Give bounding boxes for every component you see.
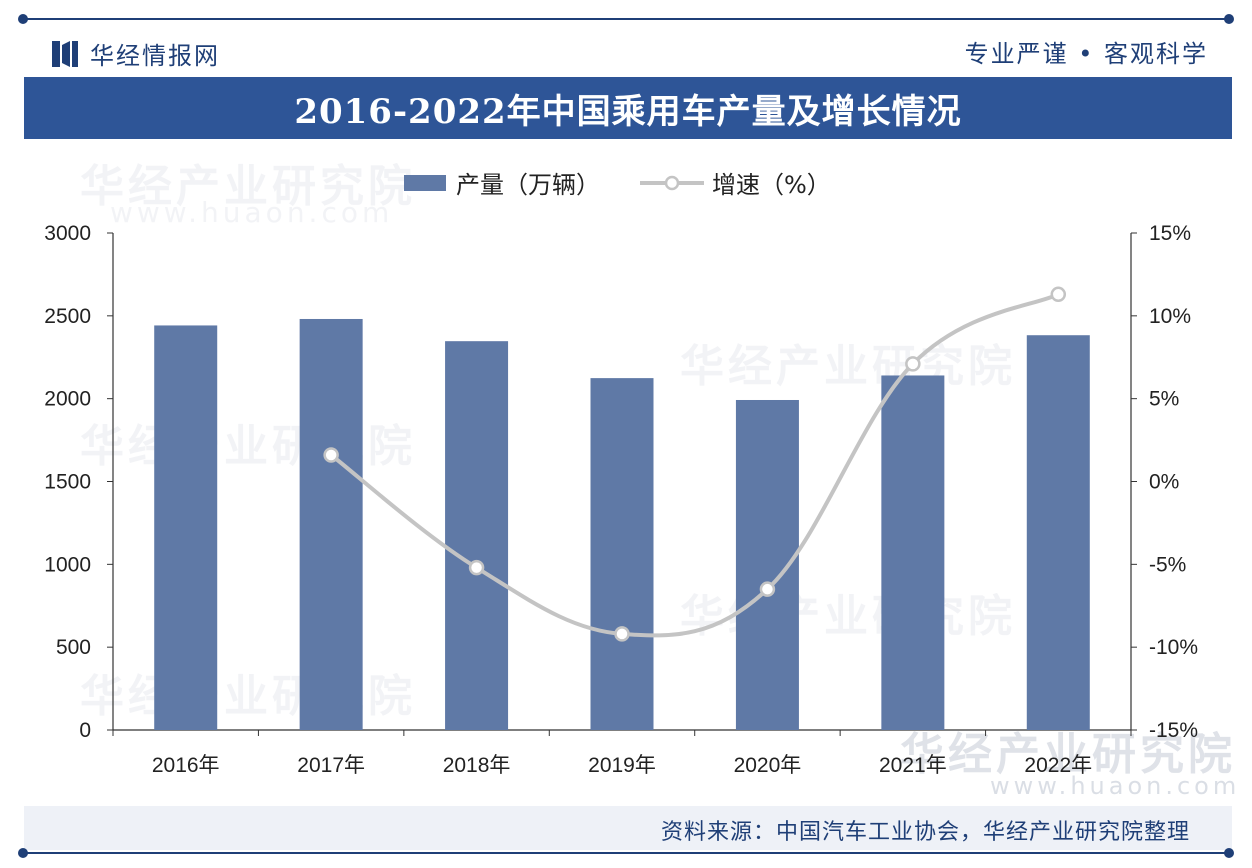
watermark-url: www.huaon.com bbox=[110, 196, 394, 229]
watermark-text: 华经产业研究院 bbox=[80, 161, 416, 212]
x-tick-label: 2016年 bbox=[152, 754, 220, 777]
right-y-tick-label: 10% bbox=[1149, 305, 1191, 328]
growth-point bbox=[905, 356, 921, 372]
right-y-tick-label: 5% bbox=[1149, 388, 1179, 411]
right-y-tick-label: -15% bbox=[1149, 719, 1198, 742]
x-tick-label: 2022年 bbox=[1024, 754, 1092, 777]
source-text: 资料来源：中国汽车工业协会，华经产业研究院整理 bbox=[660, 820, 1190, 845]
chart-legend: 产量（万辆） 增速（%） bbox=[404, 165, 831, 200]
left-y-tick-label: 3000 bbox=[44, 222, 91, 245]
growth-point bbox=[759, 581, 776, 597]
right-y-tick-label: -10% bbox=[1149, 636, 1198, 659]
left-y-tick-label: 0 bbox=[79, 719, 91, 742]
bottom-right-dot bbox=[1224, 848, 1234, 858]
title-bar: 2016-2022年中国乘用车产量及增长情况 bbox=[24, 77, 1232, 139]
bottom-left-dot bbox=[18, 848, 28, 858]
x-tick-label: 2021年 bbox=[879, 754, 947, 777]
x-tick-label: 2019年 bbox=[588, 754, 656, 777]
left-y-tick-label: 500 bbox=[56, 636, 91, 659]
legend-line-swatch bbox=[640, 175, 704, 190]
left-y-tick-label: 1000 bbox=[44, 553, 91, 576]
right-y-tick-label: 15% bbox=[1149, 222, 1191, 245]
watermark-text: 华经产业研究院 bbox=[900, 729, 1236, 780]
x-tick-label: 2020年 bbox=[734, 754, 802, 777]
left-y-tick-label: 2000 bbox=[44, 388, 91, 411]
bottom-rule bbox=[22, 852, 1230, 854]
left-y-tick-label: 1500 bbox=[44, 471, 91, 494]
source-bar: 资料来源：中国汽车工业协会，华经产业研究院整理 bbox=[24, 806, 1232, 850]
growth-point bbox=[323, 447, 339, 463]
left-y-tick-label: 2500 bbox=[44, 305, 91, 328]
growth-point bbox=[614, 626, 630, 642]
watermark-text: 华经产业研究院 bbox=[680, 591, 1016, 642]
top-right-dot bbox=[1224, 14, 1234, 24]
bar bbox=[881, 375, 945, 730]
top-left-dot bbox=[18, 14, 28, 24]
x-tick-label: 2017年 bbox=[297, 754, 365, 777]
chart-title: 2016-2022年中国乘用车产量及增长情况 bbox=[294, 91, 962, 132]
watermark-url: www.huaon.com bbox=[990, 772, 1241, 800]
brand-logo-icon bbox=[52, 40, 78, 67]
right-y-tick-label: 0% bbox=[1149, 471, 1179, 494]
bar bbox=[299, 318, 363, 730]
slogan: 专业严谨 • 客观科学 bbox=[964, 40, 1208, 68]
bar bbox=[154, 325, 218, 730]
growth-point bbox=[1050, 286, 1067, 303]
bar bbox=[1026, 335, 1090, 730]
bar bbox=[445, 341, 509, 730]
growth-point bbox=[468, 559, 485, 576]
legend-bar-swatch bbox=[404, 174, 446, 191]
brand-logo: 华经情报网 bbox=[52, 36, 220, 71]
right-y-tick-label: -5% bbox=[1149, 553, 1186, 576]
legend-line-label: 增速（%） bbox=[712, 171, 831, 199]
bar bbox=[590, 378, 654, 730]
brand-name: 华经情报网 bbox=[90, 42, 220, 70]
top-rule bbox=[22, 18, 1230, 20]
legend-bar-label: 产量（万辆） bbox=[456, 171, 600, 199]
growth-line bbox=[329, 292, 1060, 638]
watermark-text: 华经产业研究院 bbox=[680, 341, 1016, 392]
x-tick-label: 2018年 bbox=[443, 754, 511, 777]
